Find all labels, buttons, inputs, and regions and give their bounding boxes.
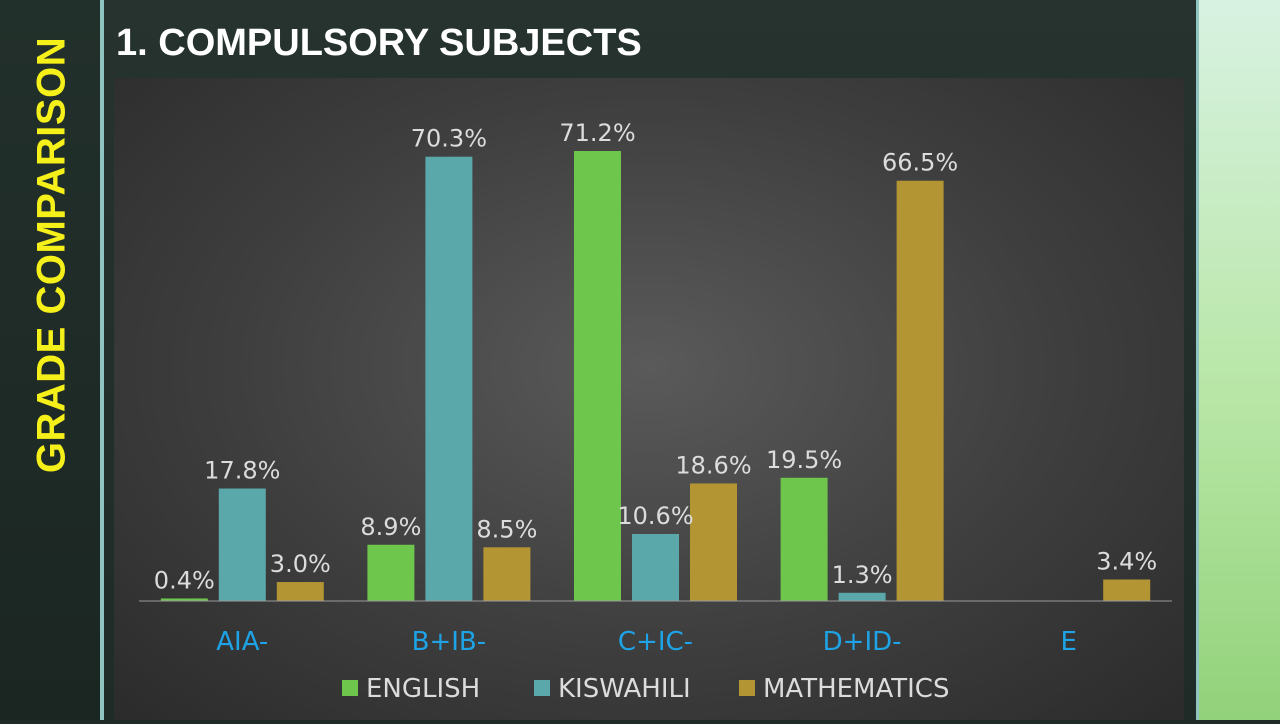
category-label-4: E [1060, 627, 1076, 657]
sidebar-divider [100, 0, 104, 720]
decorative-strip [1196, 0, 1280, 720]
bar-mathematics-4 [1103, 579, 1151, 601]
sidebar-panel [0, 0, 100, 720]
data-labels-layer: 0.4% 17.8% 3.0% 8.9% 70.3% 8.5% 71.2% 10.6% 18.6… [154, 119, 1157, 594]
data-label-english-2: 71.2% [559, 119, 635, 147]
bar-english-1 [367, 544, 415, 601]
legend: ENGLISH KISWAHILI MATHEMATICS [342, 674, 949, 704]
data-label-mathematics-4: 3.4% [1096, 548, 1157, 576]
data-label-english-0: 0.4% [154, 566, 215, 594]
legend-swatch-english [342, 680, 358, 696]
bar-kiswahili-1 [425, 156, 473, 601]
sidebar-title: GRADE COMPARISON [29, 36, 74, 474]
slide-title: 1. COMPULSORY SUBJECTS [116, 22, 642, 64]
legend-label-mathematics: MATHEMATICS [763, 674, 949, 704]
data-label-kiswahili-1: 70.3% [411, 125, 487, 153]
bar-mathematics-3 [896, 180, 944, 601]
bar-kiswahili-2 [632, 534, 679, 601]
bar-kiswahili-0 [218, 488, 266, 601]
bars-layer [160, 151, 1151, 601]
category-label-0: AIA- [216, 627, 268, 657]
legend-swatch-kiswahili [534, 680, 550, 696]
chart-area: 0.4% 17.8% 3.0% 8.9% 70.3% 8.5% 71.2% 10.6% 18.6… [114, 78, 1184, 720]
data-label-mathematics-0: 3.0% [270, 550, 331, 578]
bar-mathematics-2 [690, 483, 737, 601]
bar-english-3 [780, 477, 828, 601]
bar-english-2 [574, 151, 621, 601]
bar-chart: 0.4% 17.8% 3.0% 8.9% 70.3% 8.5% 71.2% 10.6% 18.6… [139, 119, 1172, 704]
legend-swatch-mathematics [739, 680, 755, 696]
bar-mathematics-1 [483, 547, 531, 601]
category-label-1: B+IB- [412, 627, 487, 657]
data-label-mathematics-1: 8.5% [476, 515, 537, 543]
data-label-kiswahili-2: 10.6% [617, 502, 693, 530]
data-label-kiswahili-0: 17.8% [204, 457, 280, 485]
data-label-mathematics-3: 66.5% [882, 149, 958, 177]
bar-english-0 [160, 598, 208, 601]
category-labels-layer: AIA- B+IB- C+IC- D+ID- E [216, 627, 1077, 657]
data-label-mathematics-2: 18.6% [675, 451, 751, 479]
category-label-3: D+ID- [823, 627, 902, 657]
data-label-english-3: 19.5% [766, 446, 842, 474]
legend-label-kiswahili: KISWAHILI [558, 674, 691, 704]
data-label-english-1: 8.9% [360, 513, 421, 541]
decorative-strip-edge [1196, 0, 1199, 720]
legend-label-english: ENGLISH [366, 674, 480, 704]
category-label-2: C+IC- [618, 627, 693, 657]
data-label-kiswahili-3: 1.3% [832, 561, 893, 589]
bar-kiswahili-3 [838, 592, 886, 601]
bar-mathematics-0 [276, 582, 324, 601]
